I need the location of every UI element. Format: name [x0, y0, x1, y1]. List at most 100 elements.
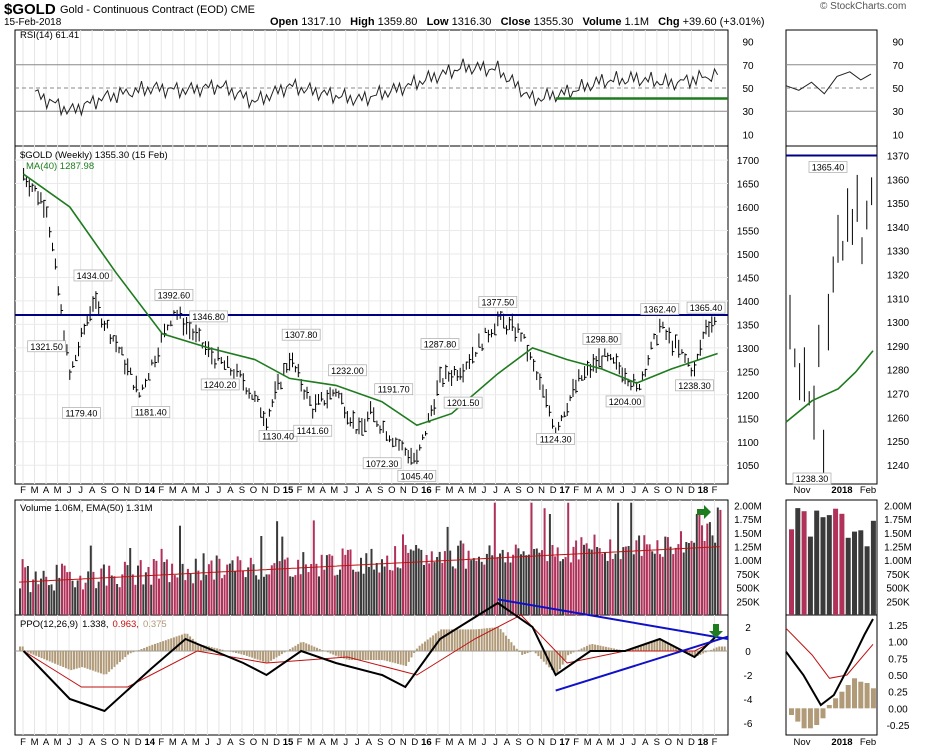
volume-tick-label-zoom: 1.75M [884, 515, 912, 526]
x-tick-label: 17 [559, 485, 570, 496]
volume-bar [68, 571, 71, 615]
ppo-histogram-bar [407, 651, 410, 662]
zoom-x-tick: 2018 [831, 485, 852, 496]
volume-bar [446, 526, 449, 615]
volume-bar [142, 584, 145, 615]
x-tick-label: O [526, 485, 533, 496]
x-tick-label: M [192, 737, 200, 748]
volume-bar [110, 575, 113, 615]
x-tick-label: F [573, 737, 579, 748]
volume-bar [45, 576, 48, 615]
ppo-histogram-bar [653, 641, 656, 651]
arrow-down-icon [709, 624, 723, 638]
ppo-histogram-bar [332, 651, 335, 655]
ppo-histogram-bar [40, 651, 43, 659]
ppo-histogram-bar [289, 649, 291, 651]
volume-bar [588, 548, 591, 615]
ppo-histogram-bar [321, 650, 324, 651]
ppo-histogram-bar [710, 649, 713, 651]
volume-bar [336, 574, 339, 615]
ppo-histogram-bar [613, 648, 615, 651]
ppo-histogram-bar [148, 645, 151, 651]
ppo-histogram-bar [164, 640, 167, 651]
volume-tick-label-zoom: 250K [886, 597, 910, 608]
ppo-histogram-bar [631, 648, 634, 651]
x-tick-label: F [20, 737, 26, 748]
price-tick-label: 1550 [737, 227, 760, 238]
ppo-histogram-bar [259, 651, 262, 661]
zoom-x-tick: 2018 [831, 737, 852, 748]
volume-bar [619, 559, 622, 615]
ppo-histogram-bar [124, 651, 127, 658]
volume-bar [669, 546, 672, 615]
price-tick-label: 1150 [737, 414, 759, 425]
x-tick-label: 17 [559, 737, 570, 748]
x-tick-label: A [458, 485, 465, 496]
price-tick-label: 1700 [737, 156, 760, 167]
ppo-histogram-bar [637, 646, 640, 651]
price-annotation-box [200, 378, 240, 391]
panel-frame [785, 145, 878, 485]
volume-bar [630, 502, 633, 615]
volume-bar [517, 548, 520, 615]
price-tick-label: 1600 [737, 203, 760, 214]
ppo-histogram-bar [154, 643, 156, 651]
ppo-histogram-bar [183, 633, 186, 651]
ppo-histogram-bar [464, 629, 467, 651]
volume-bar [604, 552, 606, 615]
x-tick-label: S [654, 737, 660, 748]
x-tick-label: 16 [421, 485, 432, 496]
volume-bar [121, 574, 124, 615]
ppo-histogram-bar [256, 651, 259, 660]
volume-bar [593, 534, 596, 615]
zoom-ppo-tick-label: 0.00 [888, 704, 908, 715]
ppo-histogram-bar [299, 642, 302, 651]
price-tick-label: 1450 [737, 273, 760, 284]
x-tick-label: A [227, 485, 234, 496]
volume-bar [601, 553, 604, 615]
price-annotation: 1377.50 [482, 297, 515, 307]
brand: © StockCharts.com [820, 1, 907, 12]
volume-bar [304, 564, 307, 615]
ppo-histogram-bar [59, 651, 62, 666]
price-annotation: 1307.80 [285, 330, 318, 340]
ppo-histogram-bar [100, 651, 102, 674]
volume-bar [538, 552, 541, 615]
volume-bar [194, 558, 197, 615]
x-tick-label: D [688, 737, 695, 748]
ppo-histogram-bar [402, 651, 405, 666]
ppo-histogram-bar [224, 650, 227, 651]
exchange: CME [230, 4, 256, 16]
zoom-ppo-tick-label: 0.50 [888, 671, 908, 682]
volume-bar [451, 566, 454, 615]
volume-tick-label-zoom: 1.00M [884, 556, 912, 567]
zoom-ppo-hist-bar [801, 708, 807, 729]
rsi-tick-label-zoom: 30 [892, 107, 904, 118]
ppo-histogram-bar [650, 642, 653, 651]
ppo-histogram-bar [108, 651, 111, 672]
ppo-histogram-bar [685, 651, 688, 653]
volume-bar [344, 554, 347, 615]
volume-bar [105, 585, 108, 615]
x-tick-label: D [411, 737, 418, 748]
volume-bar [598, 548, 601, 615]
x-tick-label: F [712, 737, 718, 748]
zoom-annotation-box [808, 161, 848, 173]
volume-bar [171, 563, 174, 615]
price-annotation-box [189, 310, 228, 323]
volume-bar [488, 545, 491, 615]
ppo-tick-label: -2 [744, 671, 753, 682]
ppo-histogram-bar [640, 645, 642, 651]
ppo-histogram-bar [415, 648, 418, 651]
volume-bar [475, 560, 478, 615]
ppo-histogram-bar [143, 648, 146, 651]
rsi-tick-label-zoom: 10 [892, 130, 904, 141]
volume-bar [470, 560, 473, 615]
volume-bar [168, 582, 171, 615]
price-annotation-box [605, 395, 645, 408]
volume-bar [433, 562, 436, 615]
ppo-histogram-bar [283, 651, 286, 653]
x-tick-label: D [135, 485, 142, 496]
volume-bar [310, 564, 313, 615]
ppo-histogram-bar [480, 628, 483, 651]
